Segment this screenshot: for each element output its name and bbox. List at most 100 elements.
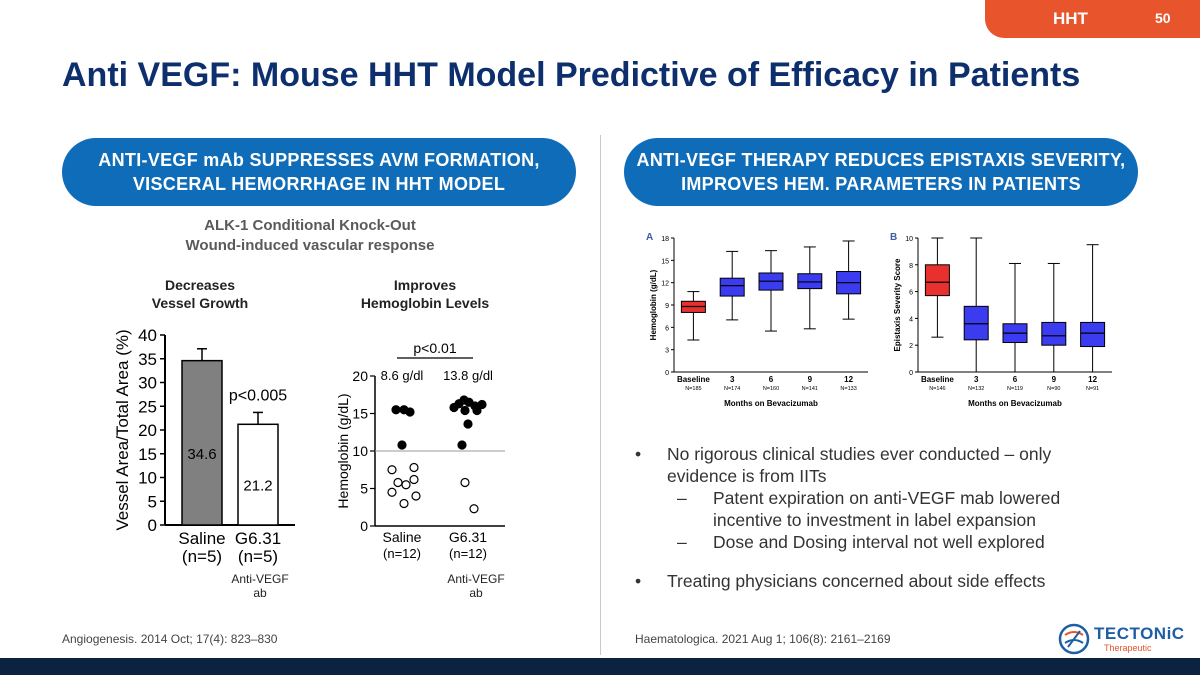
group-mean-label: 8.6 g/dl bbox=[381, 368, 424, 383]
y-tick-label: 20 bbox=[352, 368, 368, 384]
x-n-label: N=141 bbox=[802, 386, 818, 392]
x-axis-label: Months on Bevacizumab bbox=[968, 399, 1062, 408]
y-axis-label: Hemoglobin (g/dL) bbox=[649, 269, 658, 340]
sub-bullet-item: – Dose and Dosing interval not well expl… bbox=[625, 531, 1105, 553]
data-point bbox=[409, 474, 419, 485]
bullet-item: • No rigorous clinical studies ever cond… bbox=[625, 443, 1105, 487]
data-point bbox=[460, 405, 470, 416]
group-mean-label: 13.8 g/dl bbox=[443, 368, 493, 383]
data-point bbox=[387, 487, 397, 497]
data-point bbox=[387, 465, 397, 475]
box bbox=[1080, 321, 1106, 348]
y-tick-label: 9 bbox=[665, 303, 669, 310]
panel-label: B bbox=[890, 232, 897, 243]
y-tick-label: 6 bbox=[909, 290, 913, 297]
data-point bbox=[391, 405, 401, 415]
bullet1-line1: No rigorous clinical studies ever conduc… bbox=[667, 444, 1052, 464]
x-tick-label: 6 bbox=[769, 375, 774, 384]
x-tick-label: Saline bbox=[178, 529, 225, 548]
model-subtitle: ALK-1 Conditional Knock-Out Wound-induce… bbox=[140, 216, 480, 256]
vessel-area-bar-chart: 0 5 10 15 20 25 30 35 40 Vessel Area/Total Area (… bbox=[113, 326, 295, 566]
data-point bbox=[399, 498, 409, 509]
x-n-label: N=160 bbox=[763, 386, 779, 392]
data-point bbox=[477, 399, 487, 410]
y-tick-label: 5 bbox=[360, 481, 368, 497]
section-label: HHT bbox=[1053, 9, 1088, 28]
box bbox=[797, 273, 823, 290]
hemoglobin-heading-line1: Improves bbox=[393, 277, 457, 293]
column-divider bbox=[600, 135, 601, 655]
hemoglobin-panel-heading: Improves Hemoglobin Levels bbox=[340, 276, 510, 312]
data-point bbox=[401, 480, 411, 490]
bullet-symbol: • bbox=[635, 571, 642, 591]
left-citation: Angiogenesis. 2014 Oct; 17(4): 823–830 bbox=[62, 632, 278, 646]
page-title: Anti VEGF: Mouse HHT Model Predictive of… bbox=[62, 56, 1081, 94]
y-tick-label: 15 bbox=[138, 445, 157, 464]
antibody-label-2-line1: Anti-VEGF bbox=[447, 572, 505, 586]
bullet-item: • Treating physicians concerned about si… bbox=[625, 570, 1105, 592]
x-tick-label: 6 bbox=[1013, 375, 1018, 384]
section-tag: HHT 50 bbox=[985, 0, 1200, 38]
box bbox=[924, 264, 950, 297]
x-n-label: N=146 bbox=[929, 386, 945, 392]
bar bbox=[237, 423, 279, 526]
y-tick-label: 3 bbox=[665, 348, 669, 355]
logo-mark-icon bbox=[1058, 623, 1090, 655]
y-tick-label: 0 bbox=[148, 516, 157, 535]
y-tick-label: 8 bbox=[909, 263, 913, 270]
x-tick-label: Baseline bbox=[677, 375, 710, 384]
y-tick-label: 30 bbox=[138, 374, 157, 393]
dash-symbol: – bbox=[677, 488, 687, 508]
x-n-label: N=90 bbox=[1047, 386, 1060, 392]
box bbox=[963, 305, 989, 341]
vessel-heading-line2: Vessel Growth bbox=[151, 295, 249, 311]
x-tick-label: 12 bbox=[1088, 375, 1097, 384]
x-tick-label: G6.31 bbox=[449, 529, 487, 545]
right-header-line1: ANTI-VEGF THERAPY REDUCES EPISTAXIS SEVE… bbox=[636, 150, 1126, 170]
logo-tagline: Therapeutic bbox=[1104, 643, 1152, 653]
bullet-symbol: • bbox=[635, 444, 642, 464]
left-header-line1: ANTI-VEGF mAb SUPPRESSES AVM FORMATION, bbox=[98, 150, 540, 170]
y-tick-label: 12 bbox=[661, 281, 669, 288]
epistaxis-boxplot: B 0 2 4 6 8 10 Epistaxis Severity Score Baseline… bbox=[890, 232, 1112, 408]
x-tick-label: 3 bbox=[730, 375, 735, 384]
antibody-label-2: Anti-VEGF ab bbox=[436, 572, 516, 600]
data-point bbox=[393, 477, 403, 488]
antibody-label-1-line2: ab bbox=[253, 586, 267, 600]
page-number: 50 bbox=[1155, 10, 1171, 26]
x-axis-label: Months on Bevacizumab bbox=[724, 399, 818, 408]
y-tick-label: 10 bbox=[905, 236, 913, 243]
x-tick-label: 3 bbox=[974, 375, 979, 384]
x-n-label: (n=5) bbox=[182, 547, 222, 566]
antibody-label-1: Anti-VEGF ab bbox=[220, 572, 300, 600]
bullet1-line2: evidence is from IITs bbox=[667, 466, 827, 486]
bar-value-label: 34.6 bbox=[187, 446, 216, 463]
antibody-label-2-line2: ab bbox=[469, 586, 483, 600]
x-tick-label: 9 bbox=[1052, 375, 1057, 384]
y-tick-label: 6 bbox=[665, 325, 669, 332]
y-tick-label: 2 bbox=[909, 343, 913, 350]
findings-list: • No rigorous clinical studies ever cond… bbox=[625, 443, 1105, 592]
x-tick-label: Baseline bbox=[921, 375, 954, 384]
y-tick-label: 15 bbox=[352, 406, 368, 422]
x-n-label: N=185 bbox=[685, 386, 701, 392]
x-tick-label: 9 bbox=[808, 375, 813, 384]
significance-label: p<0.005 bbox=[229, 387, 287, 404]
data-point bbox=[463, 419, 473, 429]
data-point bbox=[405, 407, 415, 417]
x-tick-label: G6.31 bbox=[235, 529, 281, 548]
hemoglobin-heading-line2: Hemoglobin Levels bbox=[360, 295, 490, 311]
y-tick-label: 5 bbox=[148, 492, 157, 511]
x-tick-label: 12 bbox=[844, 375, 853, 384]
sub2-line: Dose and Dosing interval not well explor… bbox=[713, 532, 1045, 552]
vessel-heading-line1: Decreases bbox=[164, 277, 236, 293]
x-n-label: (n=12) bbox=[449, 546, 487, 561]
y-tick-label: 15 bbox=[661, 258, 669, 265]
y-tick-label: 25 bbox=[138, 397, 157, 416]
y-tick-label: 0 bbox=[665, 370, 669, 377]
hemoglobin-boxplot: A 0 3 6 9 12 15 18 Hemoglobin (g/dL) Baseline N=18… bbox=[646, 232, 868, 408]
panel-label: A bbox=[646, 232, 653, 243]
y-tick-label: 10 bbox=[138, 469, 157, 488]
y-axis-label: Epistaxis Severity Score bbox=[893, 258, 902, 351]
